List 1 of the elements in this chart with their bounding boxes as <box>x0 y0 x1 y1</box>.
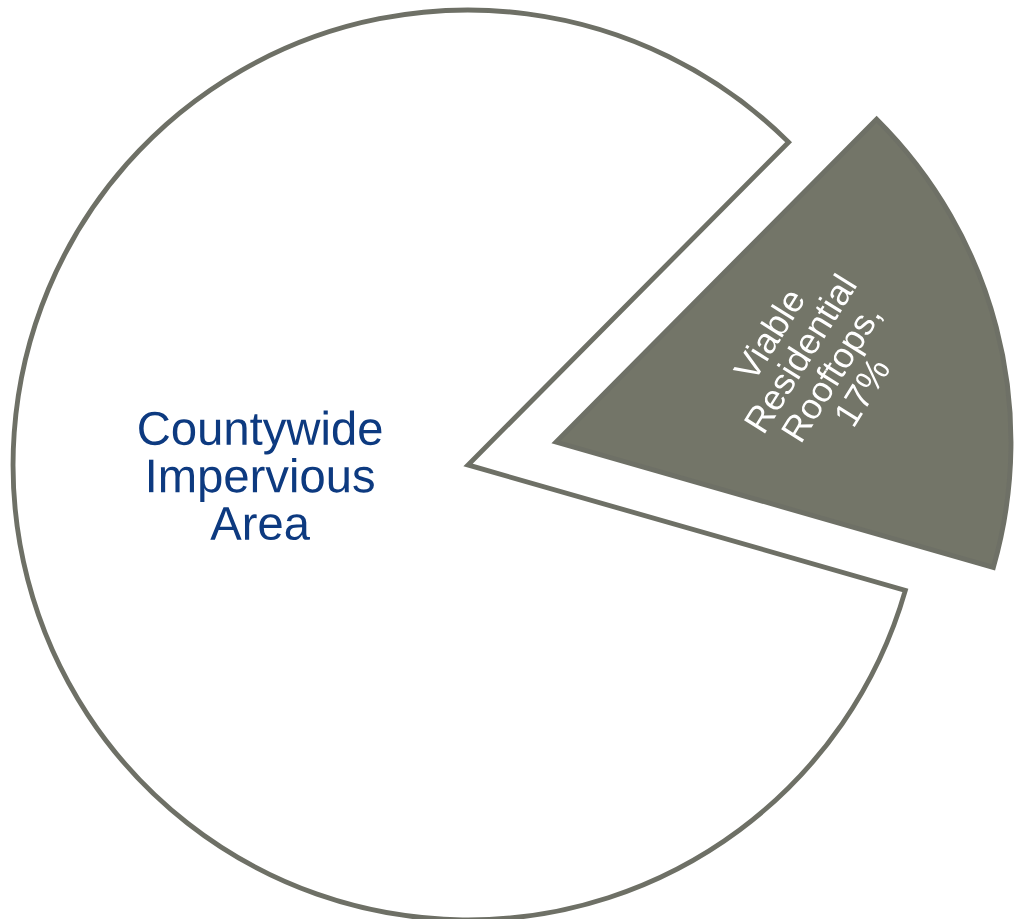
slice-label: Countywide Impervious Area <box>139 410 382 541</box>
